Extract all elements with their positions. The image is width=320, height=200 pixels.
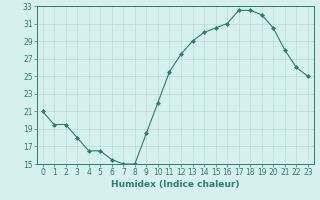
X-axis label: Humidex (Indice chaleur): Humidex (Indice chaleur) xyxy=(111,180,239,189)
